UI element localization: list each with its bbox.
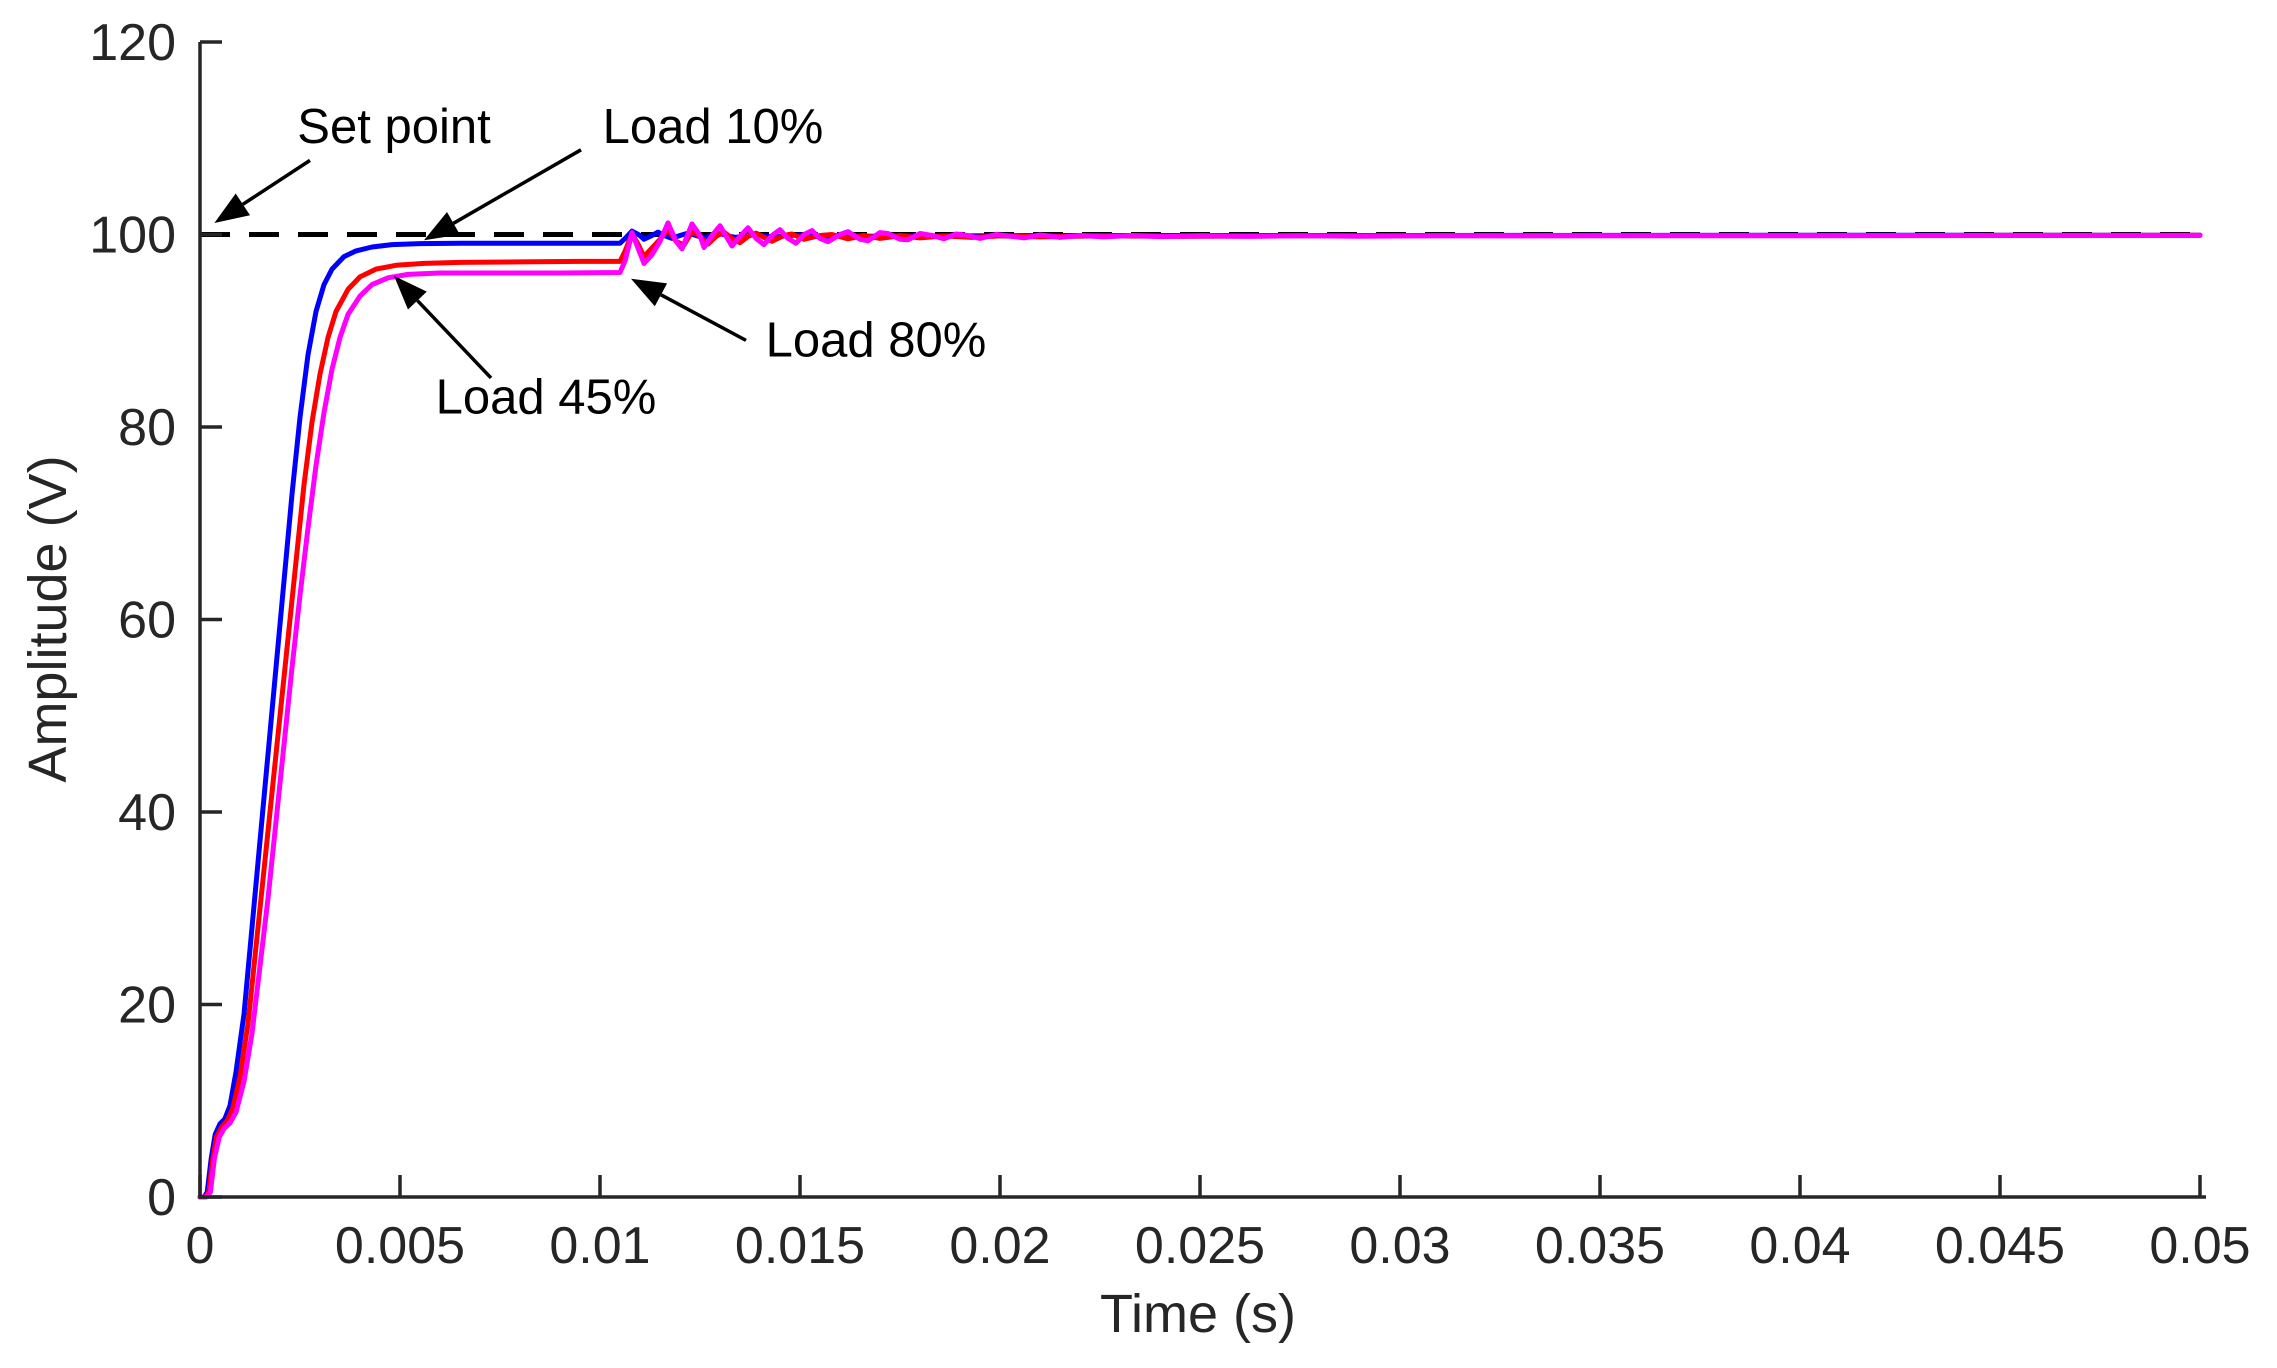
x-tick-label: 0.02	[949, 1217, 1050, 1275]
series-lines-group	[197, 220, 2203, 1200]
load-10-label: Load 10%	[603, 100, 824, 154]
x-tick-label: 0.025	[1135, 1217, 1265, 1275]
axis-lines	[198, 42, 2206, 1199]
y-tick-label: 0	[147, 1169, 176, 1227]
y-tick-label: 100	[89, 207, 176, 265]
x-tick-label: 0.03	[1349, 1217, 1450, 1275]
x-axis-label: Time (s)	[1100, 1284, 1296, 1344]
x-tick-label: 0.005	[335, 1217, 465, 1275]
load-10-arrow-line	[452, 148, 582, 225]
load-45-label: Load 45%	[436, 371, 657, 425]
y-axis-label: Amplitude (V)	[18, 455, 78, 782]
annotation-set-point: Set point	[214, 100, 491, 223]
y-tick-label: 80	[118, 399, 176, 457]
y-tick-label: 40	[118, 784, 176, 842]
y-tick-label: 120	[89, 14, 176, 72]
x-tick-label: 0.01	[549, 1217, 650, 1275]
x-tick-label: 0.035	[1535, 1217, 1665, 1275]
x-tick-label: 0.045	[1935, 1217, 2065, 1275]
load-45-arrowhead	[394, 275, 427, 310]
load-80-label: Load 80%	[766, 314, 987, 368]
set-point-label: Set point	[297, 100, 491, 154]
series-line-load-80	[197, 220, 2203, 1200]
annotations-group: Set point Load 10% Load 45% Load 80%	[214, 100, 987, 425]
load-80-arrow-line	[660, 293, 747, 342]
y-tick-label: 20	[118, 977, 176, 1035]
set-point-arrow-line	[241, 158, 311, 206]
x-tick-label: 0	[186, 1217, 215, 1275]
annotation-load-80: Load 80%	[631, 278, 987, 368]
annotation-load-45: Load 45%	[394, 275, 657, 425]
load-45-arrow-line	[416, 299, 493, 380]
load-10-arrowhead	[424, 212, 460, 241]
annotation-load-10: Load 10%	[424, 100, 824, 241]
set-point-arrowhead	[214, 193, 250, 223]
x-tick-label: 0.05	[2149, 1217, 2250, 1275]
y-tick-label: 60	[118, 592, 176, 650]
axes-group: 0 0.005 0.01 0.015 0.02 0.025 0.03 0.035 0.04 0.0…	[89, 14, 2250, 1275]
load-80-arrowhead	[631, 278, 668, 307]
x-tick-label: 0.015	[735, 1217, 865, 1275]
x-tick-label: 0.04	[1749, 1217, 1850, 1275]
